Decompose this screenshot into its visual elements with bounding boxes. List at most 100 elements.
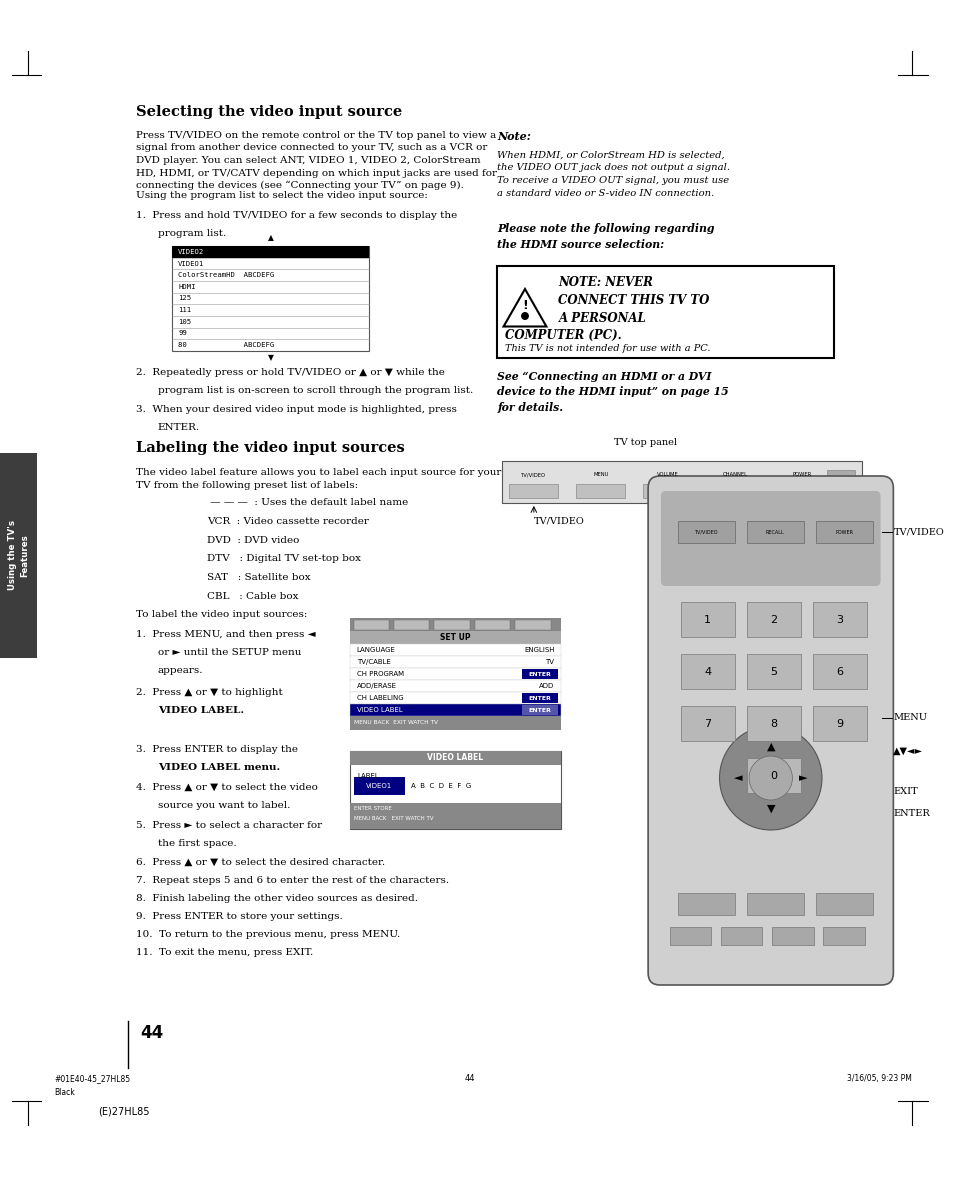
Text: Please note the following regarding
the HDMI source selection:: Please note the following regarding the … <box>497 223 714 249</box>
Circle shape <box>719 727 821 830</box>
Text: VIDEO LABEL: VIDEO LABEL <box>427 754 483 762</box>
Text: Using the TV's
Features: Using the TV's Features <box>8 520 30 591</box>
Text: 3/16/05, 9:23 PM: 3/16/05, 9:23 PM <box>846 1074 911 1083</box>
Text: DTV   : Digital TV set-top box: DTV : Digital TV set-top box <box>207 555 360 563</box>
Bar <box>350 752 561 829</box>
Text: 2: 2 <box>769 616 777 625</box>
Bar <box>350 631 561 644</box>
Bar <box>826 470 854 495</box>
Bar <box>434 620 469 630</box>
Bar <box>746 654 800 690</box>
Bar <box>777 484 825 497</box>
Bar <box>746 894 803 915</box>
Text: 7: 7 <box>703 719 711 729</box>
Bar <box>669 927 710 945</box>
Text: SAT   : Satellite box: SAT : Satellite box <box>207 573 310 582</box>
Text: ENTER: ENTER <box>528 696 551 700</box>
Text: 8: 8 <box>769 719 777 729</box>
Text: ENTER STORE: ENTER STORE <box>354 806 391 811</box>
Text: CONNECT THIS TV TO: CONNECT THIS TV TO <box>558 293 709 307</box>
Text: 3.  When your desired video input mode is highlighted, press: 3. When your desired video input mode is… <box>135 404 456 414</box>
Bar <box>822 927 864 945</box>
Bar <box>350 704 561 716</box>
Text: Using the program list to select the video input source:: Using the program list to select the vid… <box>135 191 427 200</box>
Text: POWER: POWER <box>834 530 852 534</box>
Bar <box>746 521 803 543</box>
Bar <box>746 602 800 637</box>
Text: When HDMI, or ColorStream HD is selected,
the VIDEO OUT jack does not output a s: When HDMI, or ColorStream HD is selected… <box>497 152 730 198</box>
Text: (E)27HL85: (E)27HL85 <box>98 1107 150 1117</box>
Text: CH PROGRAM: CH PROGRAM <box>356 670 403 676</box>
Text: 3: 3 <box>836 616 842 625</box>
Text: Labeling the video input sources: Labeling the video input sources <box>135 441 404 455</box>
Bar <box>812 602 866 637</box>
Bar <box>677 894 734 915</box>
Text: TV/VIDEO: TV/VIDEO <box>694 530 718 534</box>
Text: 4: 4 <box>703 667 711 676</box>
Text: 9.  Press ENTER to store your settings.: 9. Press ENTER to store your settings. <box>135 911 342 921</box>
Text: ENTER: ENTER <box>528 707 551 712</box>
Text: 3.  Press ENTER to display the: 3. Press ENTER to display the <box>135 744 297 754</box>
Circle shape <box>520 313 528 320</box>
Text: Black: Black <box>54 1088 75 1098</box>
Text: 7.  Repeat steps 5 and 6 to enter the rest of the characters.: 7. Repeat steps 5 and 6 to enter the res… <box>135 876 449 885</box>
Text: ENTER: ENTER <box>528 672 551 676</box>
Text: COMPUTER (PC).: COMPUTER (PC). <box>505 329 621 342</box>
Text: TV: TV <box>545 659 554 665</box>
Bar <box>812 706 866 741</box>
Bar <box>350 752 561 765</box>
Text: ENGLISH: ENGLISH <box>523 647 554 653</box>
Polygon shape <box>503 289 546 327</box>
Text: TV/VIDEO: TV/VIDEO <box>521 472 546 477</box>
Text: ▲: ▲ <box>268 233 274 242</box>
Text: TV top panel: TV top panel <box>613 438 676 447</box>
Bar <box>502 460 861 503</box>
Text: Selecting the video input source: Selecting the video input source <box>135 105 402 119</box>
Text: ▼: ▼ <box>765 804 774 814</box>
Text: 105: 105 <box>178 319 192 324</box>
Bar <box>815 521 872 543</box>
Text: ◄: ◄ <box>733 773 741 783</box>
Bar <box>815 894 872 915</box>
Text: LABEL: LABEL <box>357 773 379 779</box>
Text: VOLUME: VOLUME <box>657 472 678 477</box>
Bar <box>771 927 813 945</box>
Bar <box>350 680 561 692</box>
Text: TV/CABLE: TV/CABLE <box>356 659 390 665</box>
Text: VIDEO LABEL menu.: VIDEO LABEL menu. <box>157 764 279 772</box>
Text: CH LABELING: CH LABELING <box>356 696 403 701</box>
Bar <box>497 266 834 358</box>
Text: 44: 44 <box>464 1074 475 1083</box>
Text: ENTER.: ENTER. <box>157 424 199 432</box>
Text: VCR  : Video cassette recorder: VCR : Video cassette recorder <box>207 517 369 526</box>
Bar <box>679 654 734 690</box>
Bar <box>350 656 561 668</box>
Text: appears.: appears. <box>157 666 203 675</box>
Text: The video label feature allows you to label each input source for your
TV from t: The video label feature allows you to la… <box>135 468 500 489</box>
Text: ▲: ▲ <box>765 742 774 752</box>
Text: 5: 5 <box>769 667 777 676</box>
Text: MENU BACK  EXIT WATCH TV: MENU BACK EXIT WATCH TV <box>354 721 437 725</box>
Text: SET UP: SET UP <box>439 633 471 642</box>
Bar <box>679 706 734 741</box>
Bar <box>720 927 761 945</box>
Text: MENU BACK   EXIT WATCH TV: MENU BACK EXIT WATCH TV <box>354 816 433 822</box>
Text: EXIT: EXIT <box>892 786 917 796</box>
Text: !: ! <box>521 298 527 311</box>
Text: 6.  Press ▲ or ▼ to select the desired character.: 6. Press ▲ or ▼ to select the desired ch… <box>135 858 385 867</box>
Text: 2.  Repeatedly press or hold TV/VIDEO or ▲ or ▼ while the: 2. Repeatedly press or hold TV/VIDEO or … <box>135 367 444 377</box>
Text: ADD/ERASE: ADD/ERASE <box>356 684 396 690</box>
Text: 0: 0 <box>769 771 777 781</box>
Bar <box>521 669 558 679</box>
Text: VIDEO LABEL: VIDEO LABEL <box>356 707 402 713</box>
Text: 8.  Finish labeling the other video sources as desired.: 8. Finish labeling the other video sourc… <box>135 894 417 903</box>
Text: 2.  Press ▲ or ▼ to highlight: 2. Press ▲ or ▼ to highlight <box>135 688 282 697</box>
Text: VIDEO1: VIDEO1 <box>366 783 392 789</box>
Text: ADD: ADD <box>538 684 554 690</box>
Text: 6: 6 <box>836 667 842 676</box>
Bar <box>812 654 866 690</box>
Text: 1.  Press MENU, and then press ◄: 1. Press MENU, and then press ◄ <box>135 630 315 639</box>
Bar <box>350 692 561 704</box>
Text: 1: 1 <box>703 616 711 625</box>
Bar <box>679 602 734 637</box>
